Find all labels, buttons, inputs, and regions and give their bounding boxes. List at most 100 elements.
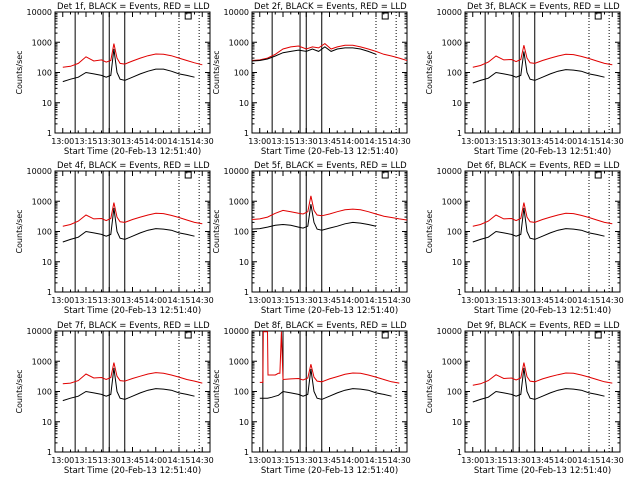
x-axis-label: Start Time (20-Feb-13 12:51:40) bbox=[261, 306, 398, 316]
y-tick-label: 10000 bbox=[437, 327, 462, 336]
x-tick-label: 14:15 bbox=[577, 456, 600, 465]
x-tick-label: 14:30 bbox=[388, 456, 411, 465]
x-tick-label: 14:00 bbox=[341, 137, 364, 146]
x-axis-label: Start Time (20-Feb-13 12:51:40) bbox=[64, 306, 201, 316]
y-axis-label: Counts/sec bbox=[15, 50, 24, 94]
plot-frame bbox=[464, 170, 621, 293]
y-tick-label: 10000 bbox=[224, 327, 249, 336]
x-tick-label: 13:30 bbox=[295, 137, 318, 146]
y-tick-label: 1000 bbox=[229, 197, 249, 206]
y-tick-label: 1000 bbox=[442, 38, 462, 47]
x-tick-label: 13:15 bbox=[271, 137, 294, 146]
x-tick-label: 13:45 bbox=[531, 137, 554, 146]
y-tick-label: 10 bbox=[42, 99, 52, 108]
plot-frame bbox=[251, 330, 408, 453]
x-tick-label: 13:00 bbox=[51, 137, 74, 146]
chart-panel-9: Det 9f, BLACK = Events, RED = LLD 1 10 100 1… bbox=[425, 321, 624, 476]
x-tick-label: 14:30 bbox=[601, 456, 624, 465]
x-tick-label: 14:30 bbox=[388, 137, 411, 146]
plot-frame bbox=[54, 11, 211, 134]
y-tick-label: 10 bbox=[452, 258, 462, 267]
x-tick-label: 13:15 bbox=[484, 296, 507, 305]
lld-series-line bbox=[472, 45, 613, 68]
y-tick-label: 10 bbox=[452, 418, 462, 427]
marker-box bbox=[184, 171, 192, 179]
y-tick-label: 1 bbox=[244, 448, 249, 457]
x-axis-label: Start Time (20-Feb-13 12:51:40) bbox=[261, 147, 398, 157]
x-tick-label: 13:45 bbox=[318, 456, 341, 465]
y-tick-label: 10000 bbox=[27, 8, 52, 17]
x-tick-label: 13:30 bbox=[508, 137, 531, 146]
chart-panel-8: Det 8f, BLACK = Events, RED = LLD 1 10 100 1… bbox=[212, 321, 411, 476]
y-tick-label: 100 bbox=[37, 69, 52, 78]
lld-series-line bbox=[62, 362, 203, 385]
x-tick-label: 13:15 bbox=[74, 296, 97, 305]
x-tick-label: 14:15 bbox=[577, 137, 600, 146]
y-tick-label: 10000 bbox=[224, 167, 249, 176]
y-tick-label: 10000 bbox=[224, 8, 249, 17]
y-tick-label: 1 bbox=[47, 288, 52, 297]
y-tick-label: 1000 bbox=[32, 197, 52, 206]
chart-panel-4: Det 4f, BLACK = Events, RED = LLD 1 10 100 1… bbox=[15, 161, 214, 316]
events-series-line bbox=[472, 51, 605, 84]
chart-title: Det 3f, BLACK = Events, RED = LLD bbox=[467, 2, 620, 12]
x-tick-label: 14:30 bbox=[388, 296, 411, 305]
x-tick-label: 13:45 bbox=[121, 137, 144, 146]
y-tick-label: 10000 bbox=[437, 167, 462, 176]
plot-frame bbox=[464, 11, 621, 134]
y-tick-label: 1000 bbox=[32, 38, 52, 47]
y-axis-label: Counts/sec bbox=[15, 369, 24, 413]
chart-panel-1: Det 1f, BLACK = Events, RED = LLD 1 10 100 1… bbox=[15, 2, 214, 157]
x-tick-label: 13:00 bbox=[461, 296, 484, 305]
plot-frame bbox=[251, 11, 408, 134]
x-tick-label: 14:30 bbox=[191, 456, 214, 465]
x-tick-label: 14:00 bbox=[341, 296, 364, 305]
y-tick-label: 10 bbox=[42, 258, 52, 267]
x-tick-label: 13:00 bbox=[248, 456, 271, 465]
lld-series-line bbox=[472, 202, 613, 227]
x-tick-label: 14:00 bbox=[554, 296, 577, 305]
y-axis-label: Counts/sec bbox=[425, 209, 434, 253]
x-tick-label: 13:00 bbox=[51, 296, 74, 305]
marker-box bbox=[594, 331, 602, 339]
x-tick-label: 13:15 bbox=[484, 137, 507, 146]
chart-title: Det 1f, BLACK = Events, RED = LLD bbox=[57, 2, 210, 12]
x-tick-label: 13:15 bbox=[484, 456, 507, 465]
chart-panel-5: Det 5f, BLACK = Events, RED = LLD 1 10 100 1… bbox=[212, 161, 411, 316]
x-tick-label: 13:45 bbox=[318, 296, 341, 305]
chart-title: Det 8f, BLACK = Events, RED = LLD bbox=[254, 321, 407, 331]
events-series-line bbox=[259, 369, 392, 400]
y-tick-label: 1 bbox=[457, 129, 462, 138]
x-tick-label: 13:00 bbox=[51, 456, 74, 465]
y-tick-label: 100 bbox=[234, 69, 249, 78]
x-axis-label: Start Time (20-Feb-13 12:51:40) bbox=[474, 466, 611, 476]
chart-panel-2: Det 2f, BLACK = Events, RED = LLD 1 10 100 1… bbox=[212, 2, 411, 157]
y-tick-label: 10 bbox=[239, 258, 249, 267]
x-tick-label: 13:00 bbox=[248, 137, 271, 146]
y-tick-label: 100 bbox=[447, 69, 462, 78]
y-tick-label: 1000 bbox=[229, 357, 249, 366]
x-tick-label: 14:00 bbox=[554, 137, 577, 146]
x-tick-label: 14:15 bbox=[167, 456, 190, 465]
y-tick-label: 1000 bbox=[32, 357, 52, 366]
marker-box bbox=[381, 331, 389, 339]
x-tick-label: 14:15 bbox=[167, 296, 190, 305]
y-tick-label: 10 bbox=[42, 418, 52, 427]
y-tick-label: 100 bbox=[447, 388, 462, 397]
x-tick-label: 13:15 bbox=[74, 456, 97, 465]
events-series-line bbox=[62, 367, 195, 402]
y-tick-label: 1000 bbox=[229, 38, 249, 47]
x-tick-label: 13:15 bbox=[271, 296, 294, 305]
y-axis-label: Counts/sec bbox=[212, 209, 221, 253]
y-tick-label: 10 bbox=[452, 99, 462, 108]
y-tick-label: 10 bbox=[239, 418, 249, 427]
x-tick-label: 13:45 bbox=[531, 456, 554, 465]
y-tick-label: 100 bbox=[37, 388, 52, 397]
marker-box bbox=[184, 331, 192, 339]
x-tick-label: 14:30 bbox=[191, 137, 214, 146]
plot-frame bbox=[464, 330, 621, 453]
y-tick-label: 10000 bbox=[437, 8, 462, 17]
events-series-line bbox=[472, 207, 605, 243]
y-tick-label: 1 bbox=[47, 129, 52, 138]
x-axis-label: Start Time (20-Feb-13 12:51:40) bbox=[261, 466, 398, 476]
